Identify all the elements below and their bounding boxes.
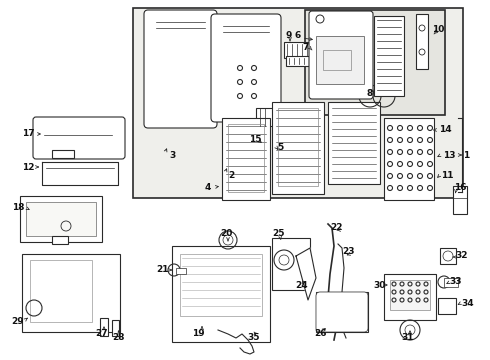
Text: 11: 11	[441, 171, 453, 180]
Bar	[316, 36, 364, 84]
Bar	[316, 292, 368, 332]
Bar	[444, 278, 458, 287]
Text: 5: 5	[277, 144, 283, 153]
Text: 16: 16	[454, 184, 466, 193]
Text: 3: 3	[169, 150, 175, 159]
Bar	[390, 280, 430, 310]
Text: 7: 7	[303, 44, 309, 53]
Text: 13: 13	[443, 150, 455, 159]
Bar	[52, 150, 74, 158]
Text: 22: 22	[330, 224, 342, 233]
Bar	[272, 102, 324, 194]
Polygon shape	[296, 248, 316, 300]
Text: 10: 10	[432, 26, 444, 35]
Text: 12: 12	[22, 163, 34, 172]
Text: 28: 28	[112, 333, 124, 342]
Text: 35: 35	[248, 333, 260, 342]
Bar	[22, 254, 120, 332]
Text: 30: 30	[374, 282, 386, 291]
Bar	[222, 118, 270, 200]
Bar	[176, 268, 186, 274]
Bar	[133, 8, 463, 198]
Text: 24: 24	[295, 282, 308, 291]
Text: 14: 14	[439, 126, 451, 135]
Text: 1: 1	[463, 150, 469, 159]
Text: 21: 21	[156, 266, 168, 274]
Text: 29: 29	[12, 318, 24, 327]
Bar	[256, 108, 274, 126]
Bar	[438, 298, 456, 314]
Text: 9: 9	[286, 31, 292, 40]
Bar	[278, 108, 318, 186]
Text: 27: 27	[96, 329, 108, 338]
Bar	[20, 196, 102, 242]
Text: 34: 34	[462, 300, 474, 309]
FancyBboxPatch shape	[33, 117, 125, 159]
FancyBboxPatch shape	[211, 14, 281, 122]
Text: 32: 32	[456, 252, 468, 261]
Bar	[286, 56, 324, 66]
Text: 25: 25	[272, 230, 284, 238]
Text: 18: 18	[12, 203, 24, 212]
Bar	[384, 274, 436, 320]
Bar	[305, 10, 445, 115]
Text: 23: 23	[342, 248, 354, 256]
Bar	[100, 318, 108, 336]
FancyBboxPatch shape	[144, 10, 217, 128]
Bar	[112, 320, 119, 336]
Bar	[384, 118, 434, 200]
FancyBboxPatch shape	[316, 292, 368, 332]
Bar	[228, 124, 264, 192]
Text: 19: 19	[192, 329, 204, 338]
Bar	[52, 236, 68, 244]
Bar	[416, 14, 428, 69]
Bar	[30, 260, 92, 322]
Text: 17: 17	[22, 130, 34, 139]
FancyBboxPatch shape	[309, 11, 373, 99]
Text: 4: 4	[205, 184, 211, 193]
Bar	[284, 42, 322, 58]
Bar	[453, 186, 467, 214]
Text: 8: 8	[367, 90, 373, 99]
Bar	[323, 50, 351, 70]
Bar	[26, 202, 96, 236]
Text: 15: 15	[249, 135, 261, 144]
Text: 2: 2	[228, 171, 234, 180]
Text: 6: 6	[295, 31, 301, 40]
Text: 26: 26	[314, 329, 326, 338]
Bar	[272, 238, 310, 290]
Text: 20: 20	[220, 230, 232, 238]
Bar	[440, 248, 456, 264]
Bar	[180, 254, 262, 316]
Text: 33: 33	[450, 278, 462, 287]
Bar	[172, 246, 270, 342]
Bar	[328, 102, 380, 184]
Bar	[374, 16, 404, 96]
Text: 31: 31	[402, 333, 414, 342]
